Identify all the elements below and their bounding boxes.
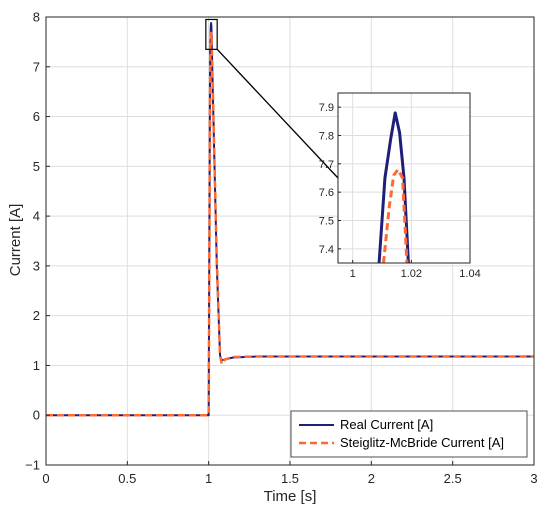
inset-y-tick-label: 7.4 bbox=[319, 244, 334, 256]
y-tick-label: −1 bbox=[25, 458, 40, 473]
inset-x-tick-label: 1.02 bbox=[401, 268, 422, 280]
x-tick-label: 0.5 bbox=[118, 471, 136, 486]
x-tick-label: 0 bbox=[42, 471, 49, 486]
main-series bbox=[46, 21, 534, 417]
x-axis-label: Time [s] bbox=[264, 488, 317, 505]
inset-x-tick-label: 1.04 bbox=[459, 268, 480, 280]
inset-y-tick-label: 7.7 bbox=[319, 159, 334, 171]
legend-box bbox=[290, 410, 528, 458]
y-axis-label: Current [A] bbox=[7, 204, 24, 277]
y-tick-label: 5 bbox=[33, 159, 40, 174]
y-tick-label: 7 bbox=[33, 59, 40, 74]
inset-y-tick-label: 7.8 bbox=[319, 131, 334, 143]
x-tick-label: 1.5 bbox=[281, 471, 299, 486]
x-tick-label: 3 bbox=[530, 471, 537, 486]
y-tick-label: 3 bbox=[33, 258, 40, 273]
zoom-marker bbox=[205, 18, 339, 179]
y-tick-label: 1 bbox=[33, 358, 40, 373]
zoom-inset: 1 1.02 1.04 7.4 7.5 7.6 7.7 7.8 7.9 bbox=[319, 92, 481, 280]
inset-y-tick-label: 7.6 bbox=[319, 187, 334, 199]
inset-x-tick-label: 1 bbox=[350, 268, 356, 280]
inset-series-sm-line bbox=[381, 168, 409, 263]
x-tick-label: 2.5 bbox=[444, 471, 462, 486]
x-tick-label: 2 bbox=[368, 471, 375, 486]
y-tick-label: 2 bbox=[33, 308, 40, 323]
inset-series bbox=[377, 111, 410, 263]
inset-y-tick-label: 7.9 bbox=[319, 102, 334, 114]
zoom-connector-line bbox=[216, 48, 339, 179]
y-tick-label: 8 bbox=[33, 10, 40, 25]
y-tick-label: 6 bbox=[33, 109, 40, 124]
legend-label-sm: Steiglitz-McBride Current [A] bbox=[340, 435, 504, 450]
inset-frame bbox=[337, 92, 471, 264]
inset-y-tick-label: 7.5 bbox=[319, 216, 334, 228]
zoom-region-box bbox=[205, 18, 218, 50]
legend-label-real: Real Current [A] bbox=[340, 417, 433, 432]
legend: Real Current [A] Steiglitz-McBride Curre… bbox=[290, 410, 528, 458]
x-tick-label: 1 bbox=[205, 471, 212, 486]
y-tick-label: 4 bbox=[33, 209, 40, 224]
y-tick-label: 0 bbox=[33, 408, 40, 423]
series-sm-line bbox=[46, 31, 534, 417]
